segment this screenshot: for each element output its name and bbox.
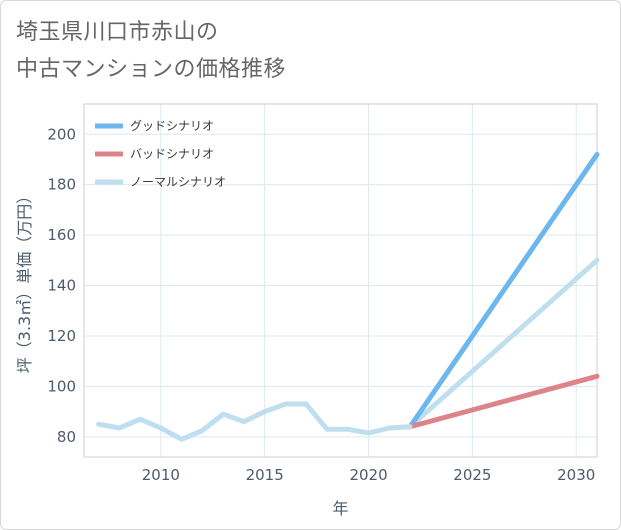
plot-border (83, 103, 598, 458)
legend-label: グッドシナリオ (130, 119, 214, 133)
x-tick-label: 2010 (142, 466, 180, 484)
series-lines (96, 151, 600, 442)
chart-title-line-2: 中古マンションの価格推移 (16, 57, 287, 82)
y-tick-label: 120 (47, 327, 76, 345)
x-tick-label: 2020 (349, 466, 387, 484)
x-tick-label: 2015 (246, 466, 284, 484)
x-tick-labels: 2010 2015 2020 2025 2030 (142, 466, 596, 484)
chart-title: 埼玉県川口市赤山の 中古マンションの価格推移 (16, 14, 376, 88)
y-tick-label: 160 (47, 226, 76, 244)
chart-title-line-1: 埼玉県川口市赤山の (16, 20, 219, 45)
y-tick-labels: 80 100 120 140 160 180 200 (47, 125, 76, 446)
x-tick-label: 2030 (557, 466, 595, 484)
y-axis-title: 坪（3.3㎡）単価（万円） (15, 188, 34, 373)
legend-label: バッドシナリオ (130, 147, 214, 161)
series-line-0 (407, 151, 600, 430)
y-tick-label: 180 (47, 176, 76, 194)
y-tick-label: 100 (47, 377, 76, 395)
legend-label: ノーマルシナリオ (130, 175, 226, 189)
y-tick-label: 140 (47, 277, 76, 295)
y-tick-label: 80 (57, 428, 76, 446)
y-tick-label: 200 (47, 125, 76, 143)
series-line-1 (407, 373, 600, 430)
historical-line (96, 401, 413, 442)
series-line-2 (407, 257, 600, 430)
x-tick-label: 2025 (453, 466, 491, 484)
x-axis-title: 年 (332, 499, 348, 518)
